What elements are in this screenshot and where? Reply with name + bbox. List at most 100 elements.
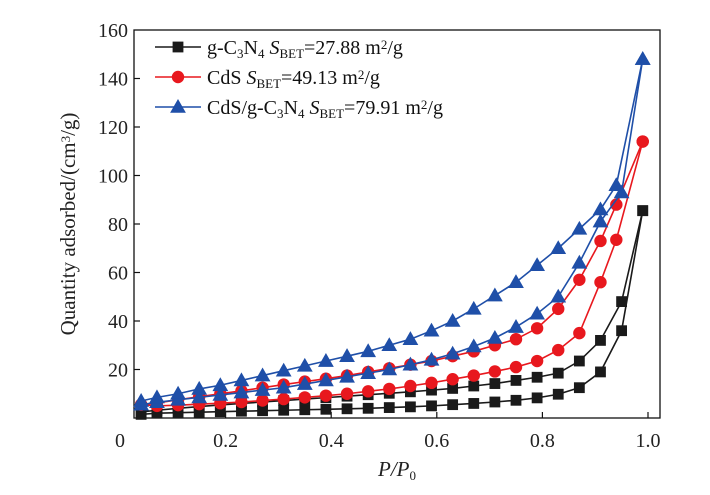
- adsorption-point: [402, 356, 419, 371]
- desorption-point: [594, 234, 607, 248]
- adsorption-point: [404, 379, 417, 393]
- desorption-point: [423, 322, 440, 337]
- adsorption-point: [510, 394, 522, 406]
- adsorption-point: [318, 372, 334, 387]
- desorption-point: [402, 331, 419, 345]
- adsorption-point: [277, 392, 290, 406]
- desorption-point: [592, 201, 609, 216]
- desorption-point: [149, 389, 165, 404]
- adsorption-point: [531, 392, 543, 404]
- adsorption-point: [465, 338, 482, 353]
- adsorption-point: [486, 329, 503, 344]
- adsorption-point: [191, 389, 208, 404]
- adsorption-point: [362, 402, 374, 414]
- desorption-point: [339, 348, 355, 362]
- legend-label: CdS SBET=49.13 m2/g: [207, 67, 380, 91]
- adsorption-point: [508, 319, 524, 333]
- adsorption-point: [360, 365, 377, 379]
- adsorption-point: [339, 368, 355, 383]
- legend-marker: [171, 70, 185, 84]
- desorption-point: [552, 367, 564, 379]
- x-tick-label: 0.4: [319, 430, 344, 452]
- desorption-point: [468, 380, 480, 392]
- adsorption-point: [509, 360, 523, 374]
- desorption-point: [170, 385, 186, 400]
- adsorption-point: [383, 402, 395, 413]
- x-tick-label: 0: [115, 430, 125, 452]
- adsorption-point: [529, 305, 546, 320]
- series-triangle: [133, 51, 651, 411]
- adsorption-point: [381, 361, 398, 376]
- adsorption-point: [447, 399, 459, 411]
- desorption-point: [529, 257, 546, 272]
- adsorption-point: [573, 382, 585, 394]
- adsorption-point: [254, 382, 271, 396]
- x-tick-label: 0.8: [530, 430, 555, 452]
- adsorption-point: [278, 404, 290, 416]
- y-tick-label: 160: [98, 20, 128, 42]
- desorption-point: [254, 367, 271, 382]
- adsorption-point: [552, 388, 564, 400]
- desorption-point: [510, 375, 522, 386]
- desorption-point: [212, 377, 229, 392]
- adsorption-point: [340, 387, 354, 400]
- adsorption-point: [299, 404, 311, 416]
- x-tick-label: 1.0: [636, 430, 661, 452]
- adsorption-point: [444, 345, 461, 360]
- adsorption-point: [423, 351, 440, 366]
- adsorption-point: [595, 366, 606, 378]
- desorption-point: [531, 371, 543, 383]
- adsorption-point: [489, 396, 501, 408]
- desorption-point: [508, 274, 524, 289]
- legend-marker: [170, 98, 186, 113]
- adsorption-point: [468, 398, 480, 409]
- adsorption-point: [212, 386, 229, 401]
- desorption-point: [637, 205, 649, 217]
- adsorption-point: [296, 376, 313, 390]
- x-tick-label: 0.6: [424, 430, 449, 452]
- axis-ticks: 0 0.2 0.4 0.6 0.8 1.0 20 40 60 80 100 120 140 160: [98, 20, 661, 452]
- adsorption-point: [256, 394, 269, 407]
- adsorption-point: [341, 403, 353, 415]
- desorption-point: [530, 322, 544, 335]
- desorption-point: [573, 355, 585, 367]
- legend-entry: g-C3N4 SBET=27.88 m2/g: [155, 37, 403, 61]
- desorption-point: [360, 343, 377, 358]
- adsorption-point: [425, 376, 438, 390]
- desorption-point: [133, 393, 150, 407]
- y-tick-label: 80: [108, 214, 128, 236]
- adsorption-point: [426, 400, 437, 412]
- desorption-point: [318, 353, 334, 367]
- desorption-point: [636, 135, 649, 148]
- desorption-line: [141, 210, 644, 413]
- y-tick-label: 100: [98, 166, 128, 188]
- adsorption-point: [571, 254, 588, 269]
- y-tick-label: 60: [108, 263, 128, 285]
- adsorption-point: [610, 233, 623, 246]
- data-series: [133, 51, 651, 420]
- desorption-point: [550, 240, 567, 255]
- legend-label: CdS/g-C3N4 SBET=79.91 m2/g: [207, 97, 443, 121]
- adsorption-point: [592, 213, 609, 228]
- adsorption-point: [275, 379, 292, 394]
- y-axis-title: Quantity adsorbed/(cm3/g): [56, 113, 80, 336]
- desorption-point: [465, 300, 482, 315]
- adsorption-point: [298, 391, 312, 404]
- desorption-point: [634, 51, 651, 65]
- legend-entry: CdS/g-C3N4 SBET=79.91 m2/g: [155, 97, 443, 121]
- adsorption-point: [446, 373, 459, 386]
- desorption-point: [552, 302, 565, 316]
- legend-label: g-C3N4 SBET=27.88 m2/g: [207, 37, 403, 61]
- adsorption-point: [383, 382, 396, 396]
- desorption-point: [573, 273, 586, 286]
- adsorption-point: [613, 184, 630, 199]
- desorption-point: [608, 177, 625, 192]
- desorption-point: [616, 296, 627, 308]
- adsorption-point: [616, 325, 627, 337]
- desorption-point: [191, 380, 208, 395]
- legend: g-C3N4 SBET=27.88 m2/g CdS SBET=49.13 m2/…: [155, 37, 443, 121]
- adsorption-point: [233, 384, 250, 399]
- adsorption-point: [404, 401, 416, 413]
- x-axis-title: P/P0: [377, 457, 416, 483]
